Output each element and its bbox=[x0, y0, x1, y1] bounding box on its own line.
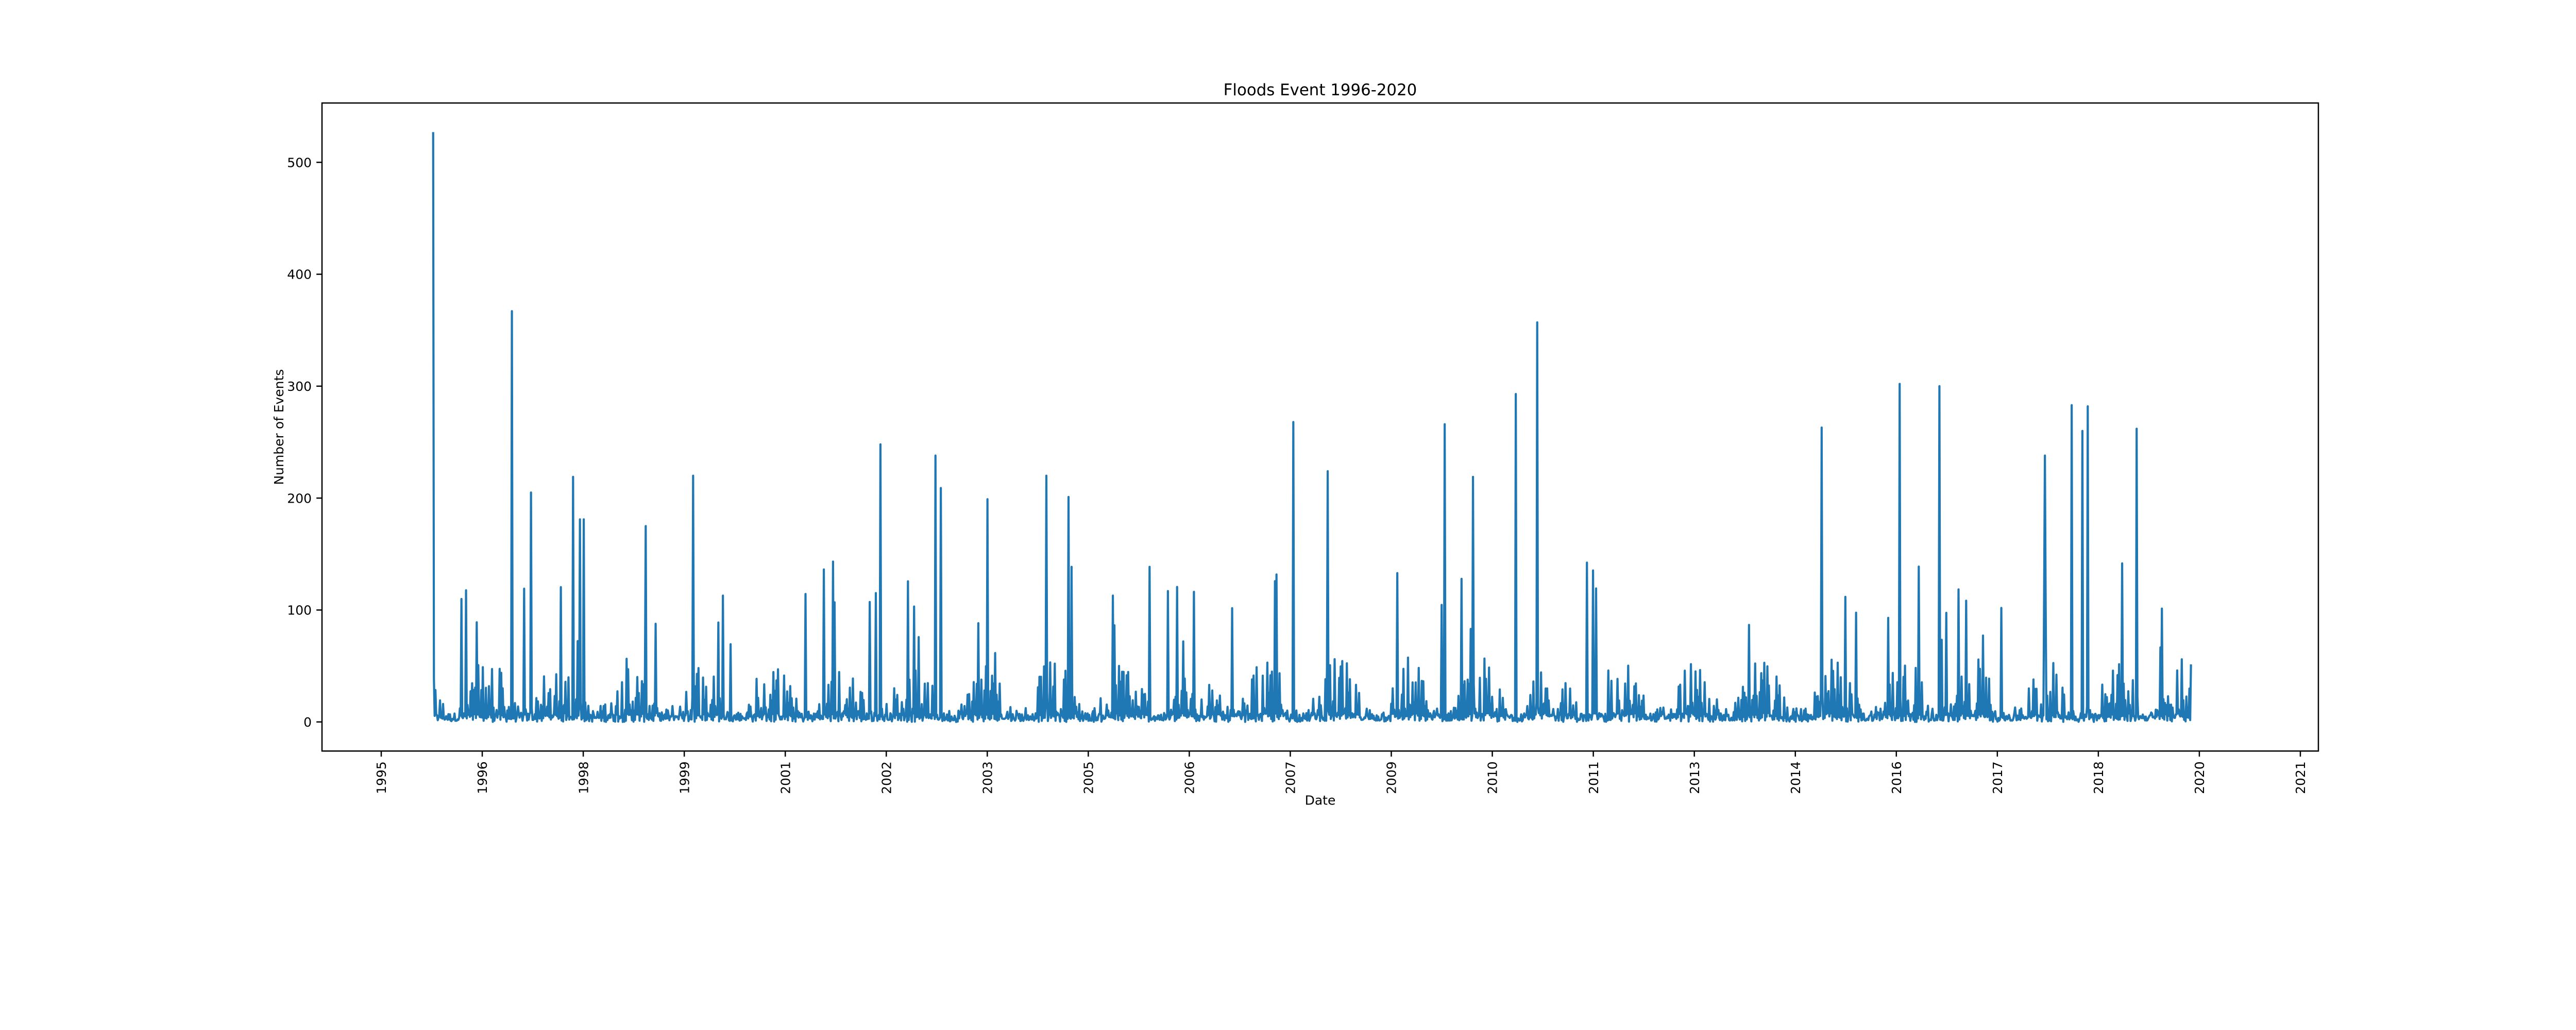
figure-background bbox=[0, 0, 2576, 859]
x-tick-label: 2003 bbox=[980, 761, 995, 794]
y-tick-label: 500 bbox=[287, 155, 312, 170]
x-tick-label: 2020 bbox=[2192, 761, 2207, 794]
x-tick-label: 2007 bbox=[1283, 761, 1298, 794]
x-tick-label: 2009 bbox=[1384, 761, 1399, 794]
x-tick-label: 2011 bbox=[1586, 761, 1601, 794]
y-tick-label: 400 bbox=[287, 267, 312, 282]
x-tick-label: 1996 bbox=[475, 761, 490, 794]
y-tick-label: 0 bbox=[303, 715, 312, 730]
series-line bbox=[432, 132, 2192, 723]
x-tick-label: 1995 bbox=[374, 761, 389, 794]
x-axis: 1995 1996 1998 1999 2001 2002 2003 2005 2006 2007… bbox=[374, 751, 2308, 794]
x-tick-label: 2014 bbox=[1788, 761, 1803, 794]
x-tick-label: 2001 bbox=[778, 761, 793, 794]
x-tick-label: 1999 bbox=[677, 761, 692, 794]
x-tick-label: 2021 bbox=[2293, 761, 2308, 794]
x-tick-label: 2017 bbox=[1990, 761, 2005, 794]
line-chart: Floods Event 1996-2020 0100200300400500 … bbox=[0, 0, 2576, 859]
axes-frame bbox=[321, 102, 2319, 752]
series-group bbox=[432, 132, 2192, 723]
y-axis-label: Number of Events bbox=[272, 369, 286, 485]
x-tick-label: 2010 bbox=[1485, 761, 1500, 794]
chart-title: Floods Event 1996-2020 bbox=[1224, 81, 1417, 99]
x-tick-label: 2018 bbox=[2091, 761, 2106, 794]
x-tick-label: 2016 bbox=[1889, 761, 1904, 794]
y-tick-label: 200 bbox=[287, 491, 312, 506]
y-tick-label: 100 bbox=[287, 603, 312, 618]
y-axis: 0 100 200 300 400 500 bbox=[287, 155, 322, 730]
x-axis-label: Date bbox=[1305, 793, 1336, 808]
x-tick-label: 2005 bbox=[1081, 761, 1096, 794]
x-tick-label: 1998 bbox=[576, 761, 591, 794]
x-tick-label: 2013 bbox=[1687, 761, 1702, 794]
y-tick-label: 300 bbox=[287, 379, 312, 394]
x-tick-label: 2006 bbox=[1182, 761, 1197, 794]
x-tick-label: 2002 bbox=[879, 761, 894, 794]
